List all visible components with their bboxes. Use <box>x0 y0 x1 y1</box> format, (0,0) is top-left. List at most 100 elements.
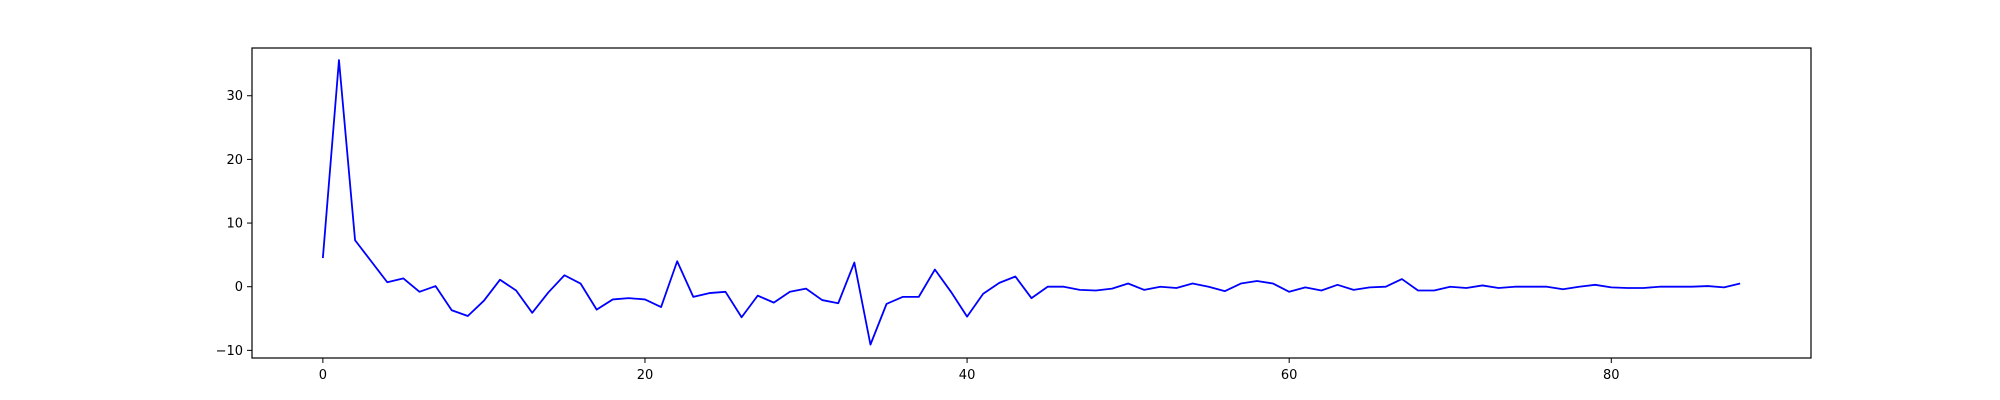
data-point <box>693 296 694 297</box>
data-point <box>548 292 549 293</box>
y-tick-label: −10 <box>216 344 243 359</box>
data-point <box>483 300 484 301</box>
data-point <box>886 303 887 304</box>
data-point <box>822 299 823 300</box>
data-point <box>338 59 339 60</box>
data-point <box>1111 288 1112 289</box>
data-point <box>870 344 871 345</box>
data-point <box>1160 286 1161 287</box>
data-point <box>1611 287 1612 288</box>
data-point <box>999 282 1000 283</box>
data-point <box>918 296 919 297</box>
data-point <box>789 291 790 292</box>
data-point <box>1707 285 1708 286</box>
data-point <box>628 298 629 299</box>
data-point <box>354 240 355 241</box>
data-point <box>934 269 935 270</box>
data-point <box>1192 283 1193 284</box>
y-tick-label: 10 <box>226 217 243 232</box>
data-point <box>773 302 774 303</box>
data-point <box>596 309 597 310</box>
data-point <box>709 292 710 293</box>
data-point <box>1031 298 1032 299</box>
data-point <box>966 316 967 317</box>
data-point <box>1321 290 1322 291</box>
data-point <box>1482 285 1483 286</box>
data-point <box>451 310 452 311</box>
axes-frame <box>251 47 1812 359</box>
x-tick-label: 60 <box>1281 368 1298 383</box>
x-tick-label: 0 <box>319 368 327 383</box>
data-point <box>371 261 372 262</box>
data-point <box>387 282 388 283</box>
data-point <box>1128 283 1129 284</box>
data-point <box>1723 287 1724 288</box>
data-point <box>1434 290 1435 291</box>
data-point <box>1740 283 1741 284</box>
data-point <box>902 296 903 297</box>
data-point <box>1498 287 1499 288</box>
data-point <box>1450 286 1451 287</box>
data-point <box>1514 286 1515 287</box>
y-axis: −10 0 10 20 30 <box>216 89 252 359</box>
data-point <box>1224 291 1225 292</box>
data-point <box>1401 278 1402 279</box>
data-point <box>1466 287 1467 288</box>
data-point <box>1015 276 1016 277</box>
series-line <box>321 59 1741 346</box>
data-point <box>532 312 533 313</box>
data-point <box>1289 291 1290 292</box>
data-point <box>805 288 806 289</box>
y-tick-label: 0 <box>235 280 243 295</box>
y-tick-label: 30 <box>226 89 243 104</box>
data-point <box>419 291 420 292</box>
data-point <box>1240 283 1241 284</box>
data-point <box>660 306 661 307</box>
data-point <box>1530 286 1531 287</box>
data-point <box>1675 286 1676 287</box>
data-point <box>564 275 565 276</box>
data-point <box>1256 280 1257 281</box>
data-point <box>1176 287 1177 288</box>
data-point <box>435 285 436 286</box>
data-point <box>1385 286 1386 287</box>
data-point <box>757 295 758 296</box>
data-point <box>1417 290 1418 291</box>
data-point <box>677 261 678 262</box>
data-point <box>1144 289 1145 290</box>
data-point <box>612 299 613 300</box>
data-point <box>1643 287 1644 288</box>
data-point <box>1208 286 1209 287</box>
data-point <box>1691 286 1692 287</box>
data-point <box>950 291 951 292</box>
data-point <box>322 257 323 258</box>
x-tick-label: 80 <box>1603 368 1620 383</box>
data-point <box>1595 284 1596 285</box>
y-tick-label: 20 <box>226 153 243 168</box>
data-point <box>1337 284 1338 285</box>
data-point <box>983 293 984 294</box>
data-point <box>1095 290 1096 291</box>
x-tick-label: 20 <box>637 368 654 383</box>
data-point <box>1063 286 1064 287</box>
series-layer <box>321 59 1741 346</box>
data-point <box>1272 283 1273 284</box>
data-point <box>1369 287 1370 288</box>
data-point <box>741 317 742 318</box>
data-point <box>854 262 855 263</box>
data-point <box>838 303 839 304</box>
data-point <box>644 299 645 300</box>
data-point <box>1079 289 1080 290</box>
data-point <box>516 290 517 291</box>
data-point <box>725 291 726 292</box>
data-point <box>1578 286 1579 287</box>
data-point <box>1627 287 1628 288</box>
data-point <box>467 315 468 316</box>
data-point <box>1546 286 1547 287</box>
data-point <box>1353 289 1354 290</box>
x-tick-label: 40 <box>959 368 976 383</box>
data-point <box>1305 287 1306 288</box>
data-point <box>1562 289 1563 290</box>
